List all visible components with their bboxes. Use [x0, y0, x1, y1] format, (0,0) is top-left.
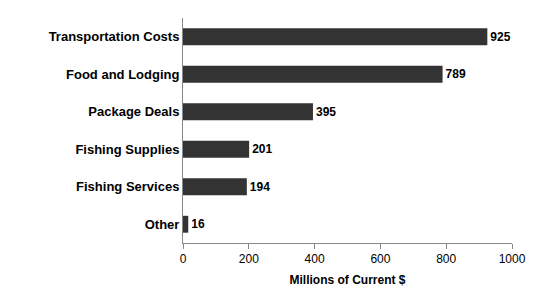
svg-text:200: 200 — [239, 252, 259, 266]
svg-text:Other: Other — [145, 217, 180, 232]
svg-text:0: 0 — [180, 252, 187, 266]
svg-text:Transportation Costs: Transportation Costs — [49, 29, 180, 44]
svg-text:789: 789 — [446, 67, 466, 81]
svg-text:Millions of Current $: Millions of Current $ — [289, 273, 405, 287]
svg-text:1000: 1000 — [499, 252, 526, 266]
svg-text:Fishing Services: Fishing Services — [76, 179, 179, 194]
svg-text:600: 600 — [370, 252, 390, 266]
svg-text:16: 16 — [191, 217, 205, 231]
svg-text:925: 925 — [490, 30, 510, 44]
svg-text:400: 400 — [305, 252, 325, 266]
svg-text:201: 201 — [252, 142, 272, 156]
svg-text:Package Deals: Package Deals — [88, 104, 179, 119]
svg-text:800: 800 — [436, 252, 456, 266]
svg-text:395: 395 — [316, 105, 336, 119]
svg-text:194: 194 — [250, 180, 270, 194]
svg-text:Food and Lodging: Food and Lodging — [66, 67, 179, 82]
svg-text:Fishing Supplies: Fishing Supplies — [75, 142, 179, 157]
